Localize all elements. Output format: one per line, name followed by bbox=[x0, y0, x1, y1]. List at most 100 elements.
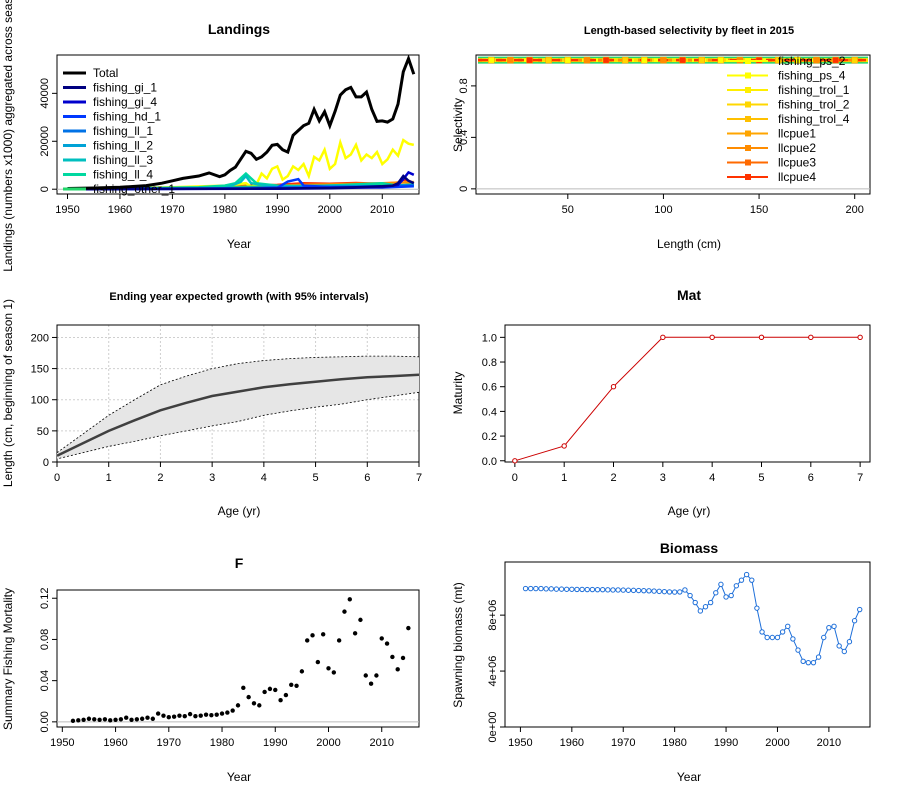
biomass-point bbox=[790, 636, 796, 642]
f-point bbox=[305, 638, 310, 643]
legend-label: Total bbox=[93, 66, 118, 80]
biomass-point bbox=[651, 588, 657, 594]
f-point bbox=[347, 597, 352, 602]
biomass-point bbox=[641, 587, 647, 594]
legend-marker bbox=[745, 130, 751, 137]
maturity-point bbox=[758, 334, 765, 341]
f-point bbox=[81, 717, 86, 722]
biomass-point bbox=[656, 588, 662, 595]
f-point bbox=[374, 673, 379, 678]
y-tick-label: 50 bbox=[37, 426, 49, 438]
f-point bbox=[289, 682, 294, 687]
selectivity-point bbox=[507, 56, 514, 64]
f-point bbox=[299, 669, 305, 674]
f-point bbox=[406, 625, 411, 631]
biomass-point bbox=[733, 583, 740, 589]
legend-label: llcpue2 bbox=[778, 141, 816, 155]
legend-marker bbox=[745, 116, 751, 122]
f-point bbox=[283, 692, 289, 698]
f-point bbox=[241, 685, 246, 691]
f-point bbox=[134, 717, 140, 722]
f-point bbox=[161, 713, 166, 718]
legend-label: fishing_hd_1 bbox=[93, 110, 161, 124]
biomass-point bbox=[738, 577, 745, 583]
y-axis-label: Summary Fishing Mortality bbox=[1, 588, 15, 730]
f-point bbox=[352, 631, 358, 636]
f-point bbox=[145, 715, 150, 720]
biomass-point bbox=[743, 571, 750, 578]
y-tick-label: 4e+06 bbox=[487, 656, 499, 687]
maturity-point bbox=[512, 458, 518, 464]
y-axis-label: Selectivity bbox=[451, 98, 465, 152]
x-tick-label: 1970 bbox=[160, 204, 184, 216]
x-tick-label: 2010 bbox=[817, 737, 841, 749]
x-tick-label: 0 bbox=[54, 472, 60, 484]
y-tick-label: 0.12 bbox=[39, 588, 51, 609]
biomass-point bbox=[538, 585, 544, 592]
legend-label: fishing_ps_4 bbox=[778, 69, 846, 83]
biomass-point bbox=[851, 618, 858, 624]
x-tick-label: 2010 bbox=[370, 204, 394, 216]
biomass-point bbox=[569, 586, 575, 592]
selectivity-point bbox=[545, 56, 552, 64]
f-point bbox=[182, 713, 187, 719]
upper-interval-line bbox=[56, 355, 420, 454]
confidence-band bbox=[57, 356, 419, 459]
legend-label: fishing_ll_1 bbox=[93, 124, 153, 138]
maturity-point bbox=[808, 334, 814, 341]
f-point bbox=[193, 713, 198, 719]
selectivity-point bbox=[621, 56, 629, 64]
chart-title: Biomass bbox=[660, 540, 719, 556]
biomass-point bbox=[805, 659, 812, 666]
legend-label: fishing_other_1 bbox=[93, 182, 175, 196]
f-point bbox=[251, 701, 257, 706]
f-point bbox=[320, 632, 326, 637]
f-point bbox=[379, 636, 384, 641]
plot-frame bbox=[504, 561, 871, 728]
biomass-point bbox=[785, 623, 791, 630]
x-tick-label: 3 bbox=[209, 472, 215, 484]
biomass-point bbox=[522, 585, 529, 592]
biomass-point bbox=[615, 587, 621, 593]
chart-title: F bbox=[235, 555, 244, 571]
selectivity-point bbox=[813, 56, 820, 64]
biomass-point bbox=[692, 599, 698, 606]
f-point bbox=[400, 655, 406, 661]
y-tick-label: 0.08 bbox=[39, 629, 51, 650]
selectivity-point bbox=[851, 56, 858, 64]
chart-title: Ending year expected growth (with 95% in… bbox=[109, 291, 369, 303]
biomass-point bbox=[857, 606, 863, 613]
selectivity-point bbox=[698, 56, 705, 64]
y-tick-label: 0 bbox=[458, 186, 470, 192]
x-tick-label: 5 bbox=[758, 472, 764, 484]
f-point bbox=[294, 683, 299, 688]
biomass-point bbox=[723, 594, 729, 600]
y-tick-label: 200 bbox=[31, 332, 49, 344]
biomass-point bbox=[769, 634, 776, 641]
biomass-point bbox=[574, 586, 580, 593]
y-tick-label: 150 bbox=[31, 364, 49, 376]
f-point bbox=[108, 718, 113, 723]
biomass-point bbox=[836, 643, 842, 649]
x-tick-label: 2000 bbox=[318, 204, 342, 216]
y-axis-label: Landings (numbers x1000) aggregated acro… bbox=[1, 0, 15, 272]
legend-label: fishing_ll_3 bbox=[93, 153, 153, 167]
f-point bbox=[113, 717, 118, 722]
lower-interval-line bbox=[56, 391, 420, 460]
maturity-panel: 0 1 2 3 4 5 6 7 0.0 0.2 0.4 0.6 0.8 1.0 Mat Age (yr) Mat… bbox=[451, 287, 871, 518]
f-point bbox=[273, 687, 278, 693]
biomass-point bbox=[815, 654, 822, 660]
selectivity-point bbox=[564, 56, 572, 64]
f-point bbox=[278, 698, 283, 703]
biomass-point bbox=[718, 581, 724, 588]
x-tick-label: 1950 bbox=[55, 204, 79, 216]
F-panel: 1950 1960 1970 1980 1990 2000 2010 0.00 0.04 0.08… bbox=[1, 555, 420, 784]
f-point bbox=[219, 711, 225, 716]
f-point bbox=[102, 717, 108, 722]
maturity-line bbox=[514, 336, 861, 462]
y-tick-label: 100 bbox=[31, 395, 49, 407]
y-tick-label: 0.0 bbox=[482, 456, 497, 468]
y-tick-label: 0.04 bbox=[39, 670, 51, 691]
maturity-point bbox=[610, 384, 617, 390]
